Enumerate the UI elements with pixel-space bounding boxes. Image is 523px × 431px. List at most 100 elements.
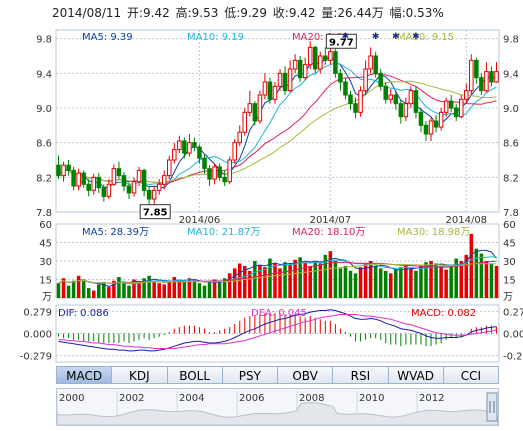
volume-bar — [76, 275, 81, 298]
price-x-tick: 2014/07 — [310, 215, 352, 226]
candle-body — [212, 166, 217, 180]
candle-body — [66, 164, 71, 171]
candle-body — [333, 51, 338, 74]
macd-panel[interactable]: 0.279 0.279 0.000 0.000 -0.279 -0.279 DIF: 0.0… — [20, 304, 523, 363]
candle-body — [302, 64, 308, 79]
volume-bar — [56, 283, 61, 298]
volume-bar — [389, 273, 393, 298]
candle-body — [227, 159, 232, 183]
tab-kdj[interactable]: KDJ — [111, 366, 167, 384]
candle-body — [393, 94, 399, 105]
candle-body — [282, 72, 288, 92]
candle-body — [182, 140, 187, 154]
volume-bar — [117, 277, 121, 298]
price-y-tick: 9.0 — [36, 104, 52, 115]
tab-cci[interactable]: CCI — [442, 366, 499, 384]
candle-body — [136, 169, 142, 183]
candle-body — [408, 90, 414, 105]
candle-body — [453, 107, 459, 118]
volume-bar — [258, 264, 262, 298]
volume-bar — [248, 270, 252, 298]
timeline-svg[interactable]: 2000 2002 2004 2006 2008 2010 2012 — [56, 389, 499, 426]
candle-body — [448, 100, 454, 109]
candle-body — [237, 131, 243, 144]
volume-panel[interactable]: 60 60 45 45 30 30 15 15 万 万 MA5: 28.39万 MA10: 21.87… — [39, 220, 515, 303]
volume-bar — [167, 280, 172, 298]
quote-date: 2014/08/11 — [52, 6, 122, 20]
volume-bar — [142, 278, 146, 298]
tab-psy[interactable]: PSY — [221, 366, 277, 384]
tab-obv[interactable]: OBV — [277, 366, 333, 384]
quote-close: 收:9.42 — [272, 6, 316, 20]
volume-bar — [222, 278, 227, 298]
volume-bar — [91, 290, 96, 298]
volume-bar — [343, 265, 348, 298]
volume-bar — [414, 270, 418, 298]
volume-bar — [202, 285, 207, 298]
candle-body — [343, 81, 348, 96]
event-marker-icon: ✱ — [342, 32, 350, 42]
volume-bar — [368, 261, 373, 298]
price-y-tick-right: 9.0 — [503, 104, 519, 115]
volume-bar — [394, 269, 398, 298]
candle-body — [172, 149, 177, 161]
price-ma30-line — [58, 80, 497, 183]
volume-bar — [253, 261, 257, 298]
price-y-tick-right: 8.2 — [503, 173, 519, 184]
volume-bar — [363, 263, 368, 298]
candle-body — [151, 189, 157, 200]
price-x-tick: 2014/08 — [446, 215, 488, 226]
volume-bar — [107, 286, 111, 298]
candle-body — [141, 169, 147, 191]
candle-body — [418, 111, 424, 126]
candle-body — [167, 159, 172, 177]
candle-body — [287, 68, 293, 92]
candle-body — [217, 166, 222, 178]
tab-macd[interactable]: MACD — [56, 366, 112, 384]
volume-y-tick-right: 30 — [503, 257, 516, 268]
volume-bar — [353, 273, 358, 298]
volume-bar — [227, 273, 232, 298]
macd-y-tick-right: 0.279 — [503, 307, 523, 318]
volume-bar — [409, 268, 413, 298]
quote-open: 开:9.42 — [127, 6, 170, 20]
timeline-year-label: 2004 — [179, 393, 204, 404]
volume-bar — [197, 283, 202, 298]
candle-body — [252, 103, 258, 122]
volume-bar — [489, 263, 494, 298]
volume-bar — [439, 267, 443, 298]
candle-body — [338, 72, 343, 83]
candle-body — [81, 172, 86, 185]
tab-rsi[interactable]: RSI — [332, 366, 388, 384]
volume-bar — [237, 263, 242, 298]
volume-bar — [479, 253, 484, 298]
price-legend-ma: MA10: 9.19 — [187, 32, 244, 43]
volume-bar — [298, 257, 302, 298]
volume-bar — [333, 261, 338, 298]
volume-bar — [132, 279, 136, 298]
timeline-navigator[interactable]: 2000 2002 2004 2006 2008 2010 2012 — [56, 388, 499, 426]
quote-low: 低:9.29 — [224, 6, 267, 20]
charts-svg[interactable]: 9.8 9.8 9.4 9.4 9.0 9.0 8.6 8.6 8.2 8.2 7.8 7.8 2014… — [0, 0, 523, 366]
tab-boll[interactable]: BOLL — [166, 366, 222, 384]
candle-body — [156, 183, 162, 191]
volume-bar — [122, 283, 126, 298]
volume-bar — [348, 270, 353, 298]
tab-wvad[interactable]: WVAD — [387, 366, 443, 384]
price-panel[interactable]: 9.8 9.8 9.4 9.4 9.0 9.0 8.6 8.6 8.2 8.2 7.8 7.8 2014… — [36, 29, 519, 226]
price-y-tick-right: 8.6 — [503, 139, 519, 150]
macd-dif-line — [58, 309, 497, 352]
candle-body — [56, 164, 61, 177]
volume-bar — [157, 283, 161, 298]
volume-bar — [273, 263, 277, 298]
candle-body — [247, 103, 253, 113]
volume-bar — [464, 254, 469, 298]
candle-body — [262, 81, 268, 96]
timeline-range-handle-icon[interactable] — [486, 392, 498, 422]
candle-body — [257, 94, 263, 122]
candle-body — [413, 90, 419, 113]
volume-bar — [399, 267, 403, 298]
timeline-year-label: 2000 — [59, 393, 84, 404]
indicator-tabs: MACD KDJ BOLL PSY OBV RSI WVAD CCI — [56, 366, 499, 386]
